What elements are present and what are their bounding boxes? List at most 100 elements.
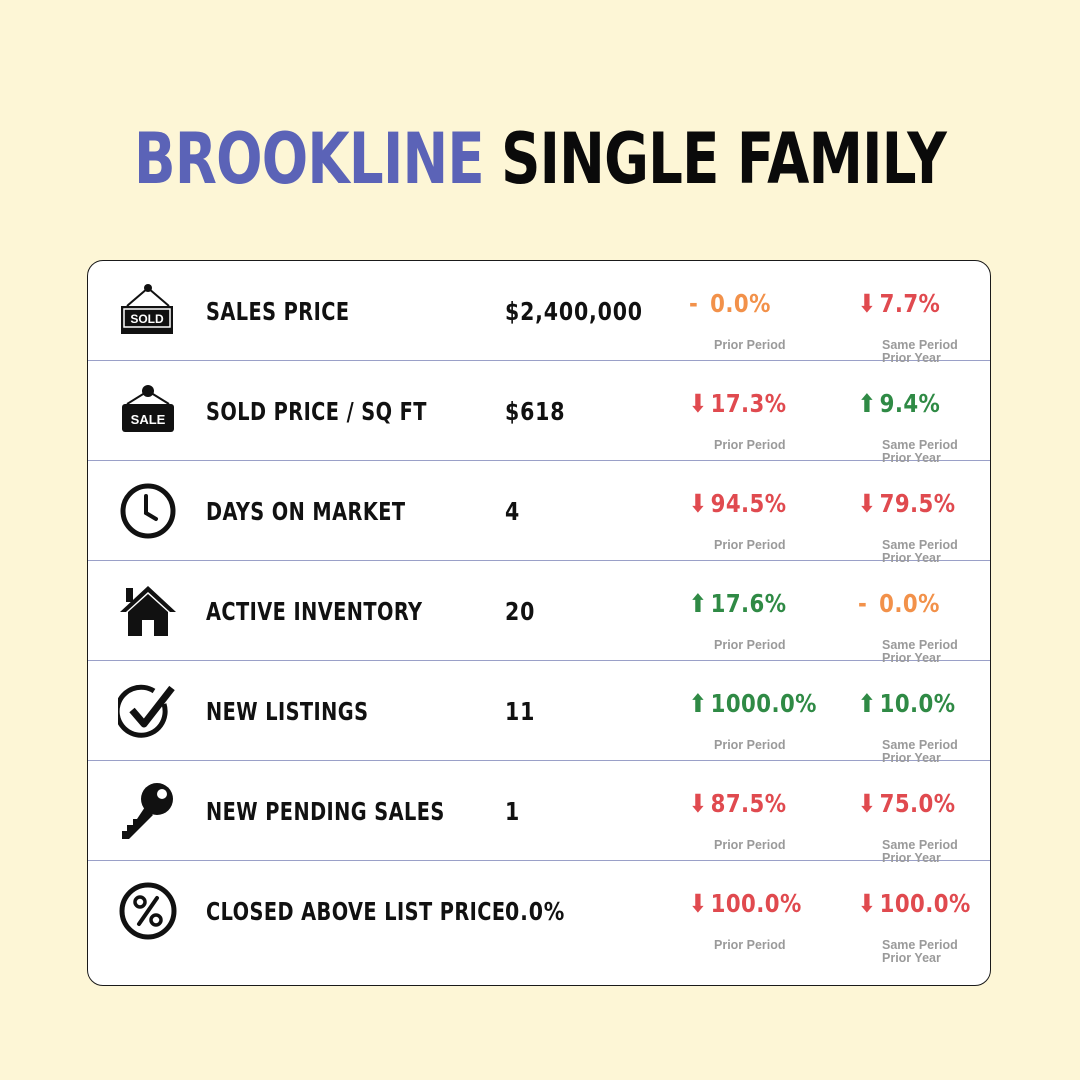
change-value: 100.0% [879,889,971,918]
change-value: 10.0% [879,689,956,718]
arrow-up-icon: ⬆ [858,689,877,718]
caption-line: Same Period [882,738,958,752]
title-property-type: SINGLE FAMILY [501,118,947,200]
metric-value: $618 [505,396,566,426]
change-prior-period: ⬇ 87.5% [689,791,786,816]
change-value: 17.3% [710,389,787,418]
same-period-prior-year-caption: Same Period Prior Year [882,839,958,865]
metric-row: NEW PENDING SALES 1 ⬇ 87.5% Prior Period ⬇ 75.… [88,761,990,865]
change-prior-year: ⬇ 100.0% [858,891,971,916]
dash-icon: - [689,289,699,318]
change-value: 94.5% [710,489,787,518]
caption-line: Prior Year [882,851,941,865]
metric-label: NEW LISTINGS [206,696,369,726]
arrow-down-icon: ⬇ [858,889,877,918]
metric-label: NEW PENDING SALES [206,796,445,826]
metric-value: 4 [505,496,521,526]
arrow-down-icon: ⬇ [858,789,877,818]
title-city: BROOKLINE [134,118,485,200]
metric-value: 1 [505,796,521,826]
caption-line: Prior Year [882,951,941,965]
arrow-down-icon: ⬇ [858,489,877,518]
arrow-up-icon: ⬆ [858,389,877,418]
change-value: 17.6% [710,589,787,618]
svg-text:SALE: SALE [131,412,166,427]
caption-line: Prior Year [882,351,941,365]
change-value: 0.0% [879,589,940,618]
prior-period-caption: Prior Period [714,438,786,452]
prior-period-caption: Prior Period [714,338,786,352]
prior-period-caption: Prior Period [714,938,786,952]
svg-text:SOLD: SOLD [130,312,164,326]
change-prior-year: ⬆ 10.0% [858,691,955,716]
metric-label: CLOSED ABOVE LIST PRICE [206,896,506,926]
sold-sign-icon: SOLD [118,283,178,339]
prior-period-caption: Prior Period [714,838,786,852]
metric-label: SALES PRICE [206,296,350,326]
change-value: 1000.0% [710,689,817,718]
caption-line: Prior Year [882,451,941,465]
metric-label: DAYS ON MARKET [206,496,406,526]
checkmark-icon [118,683,178,739]
change-prior-year: ⬇ 79.5% [858,491,955,516]
change-prior-year: -0.0% [858,591,940,616]
clock-icon [118,483,178,539]
metric-value: $2,400,000 [505,296,643,326]
metric-row: DAYS ON MARKET 4 ⬇ 94.5% Prior Period ⬇ 79.5% S… [88,461,990,565]
change-prior-period: ⬇ 100.0% [689,891,802,916]
change-prior-period: ⬆ 17.6% [689,591,786,616]
house-icon [118,583,178,639]
change-prior-period: ⬆ 1000.0% [689,691,817,716]
caption-line: Same Period [882,838,958,852]
metric-row: CLOSED ABOVE LIST PRICE 0.0% ⬇ 100.0% Prior … [88,861,990,985]
caption-line: Prior Year [882,551,941,565]
arrow-down-icon: ⬇ [689,889,708,918]
metric-value: 11 [505,696,536,726]
change-prior-period: ⬇ 17.3% [689,391,786,416]
change-prior-year: ⬇ 75.0% [858,791,955,816]
metric-row: SOLD SALES PRICE $2,400,000 -0.0% Prior Peri… [88,261,990,365]
change-value: 0.0% [710,289,771,318]
arrow-up-icon: ⬆ [689,589,708,618]
prior-period-caption: Prior Period [714,638,786,652]
change-value: 79.5% [879,489,956,518]
prior-period-caption: Prior Period [714,738,786,752]
metric-row: SALE SOLD PRICE / SQ FT $618 ⬇ 17.3% Prior Pe… [88,361,990,465]
change-prior-period: ⬇ 94.5% [689,491,786,516]
dash-icon: - [858,589,868,618]
change-value: 100.0% [710,889,802,918]
caption-line: Same Period [882,538,958,552]
caption-line: Same Period [882,338,958,352]
caption-line: Same Period [882,938,958,952]
sale-sign-icon: SALE [118,383,178,439]
caption-line: Prior Year [882,751,941,765]
change-value: 87.5% [710,789,787,818]
arrow-down-icon: ⬇ [689,489,708,518]
arrow-down-icon: ⬇ [689,389,708,418]
caption-line: Same Period [882,438,958,452]
metric-value: 0.0% [505,896,566,926]
key-icon [118,783,178,839]
change-prior-period: -0.0% [689,291,771,316]
stats-card: SOLD SALES PRICE $2,400,000-0.0% Prior Peri… [87,260,991,986]
same-period-prior-year-caption: Same Period Prior Year [882,939,958,965]
metric-row: NEW LISTINGS 11 ⬆ 1000.0% Prior Period ⬆ 10.0%… [88,661,990,765]
change-prior-year: ⬇ 7.7% [858,291,940,316]
change-value: 9.4% [879,389,941,418]
prior-period-caption: Prior Period [714,538,786,552]
metric-value: 20 [505,596,536,626]
caption-line: Prior Year [882,651,941,665]
same-period-prior-year-caption: Same Period Prior Year [882,639,958,665]
page-title: BROOKLINE SINGLE FAMILY [119,118,961,200]
change-prior-year: ⬆ 9.4% [858,391,940,416]
same-period-prior-year-caption: Same Period Prior Year [882,339,958,365]
same-period-prior-year-caption: Same Period Prior Year [882,539,958,565]
metric-label: ACTIVE INVENTORY [206,596,423,626]
arrow-down-icon: ⬇ [858,289,877,318]
arrow-up-icon: ⬆ [689,689,708,718]
percent-icon [118,882,178,940]
same-period-prior-year-caption: Same Period Prior Year [882,439,958,465]
change-value: 75.0% [879,789,956,818]
metric-label: SOLD PRICE / SQ FT [206,396,427,426]
arrow-down-icon: ⬇ [689,789,708,818]
